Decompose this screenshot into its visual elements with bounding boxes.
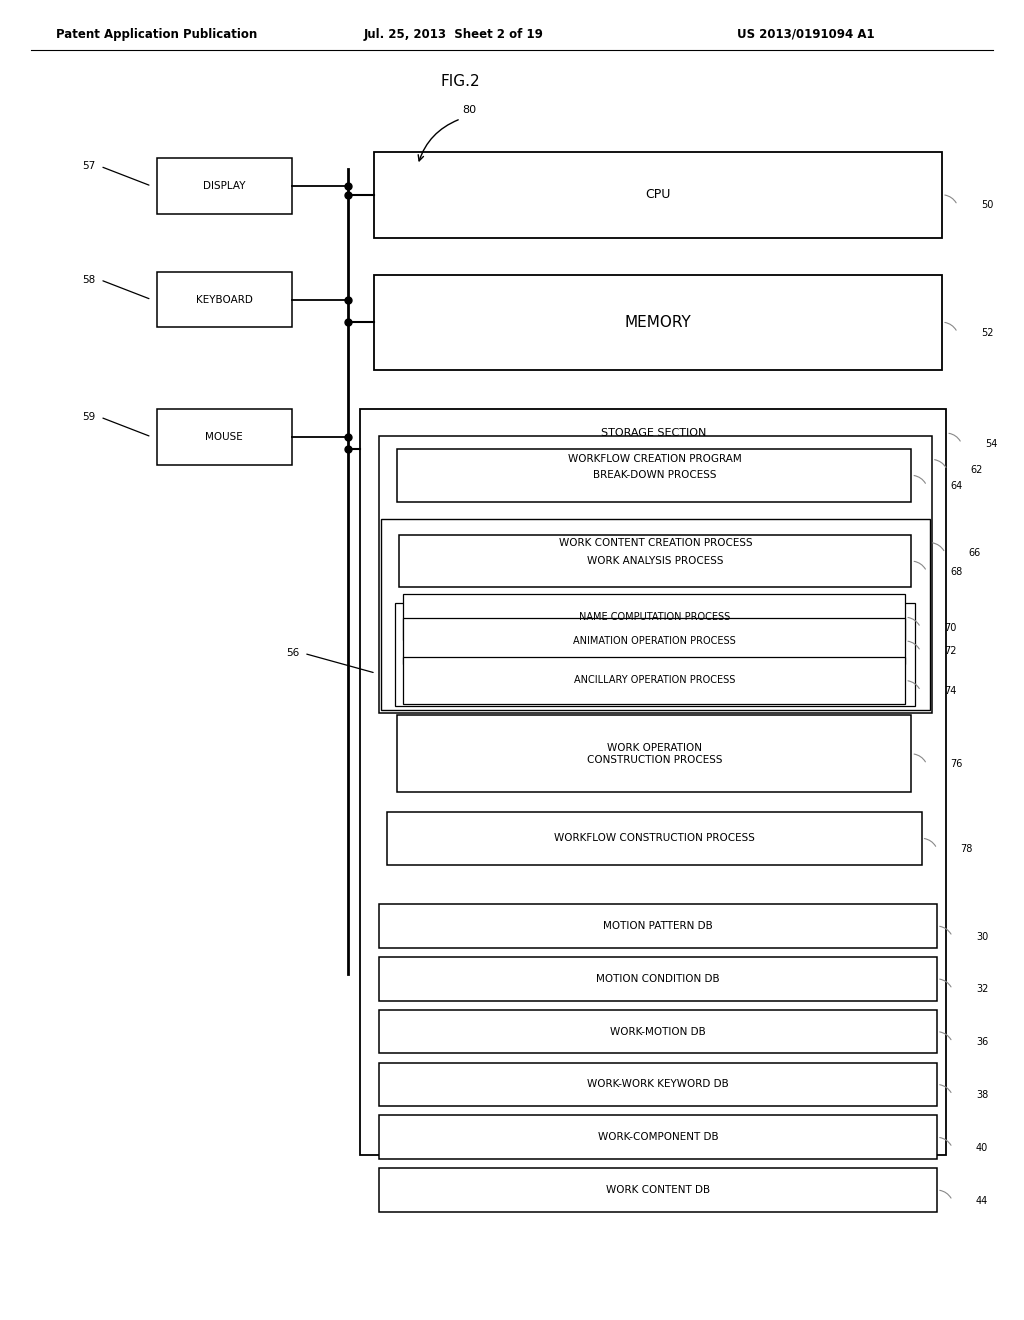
Bar — [157, 409, 292, 465]
Text: WORK CONTENT DB: WORK CONTENT DB — [606, 1185, 710, 1195]
Text: WORK CONTENT CREATION PROCESS: WORK CONTENT CREATION PROCESS — [558, 537, 753, 548]
Text: 66: 66 — [969, 548, 981, 558]
Text: MOTION PATTERN DB: MOTION PATTERN DB — [603, 921, 713, 931]
Text: KEYBOARD: KEYBOARD — [196, 294, 253, 305]
Text: 80: 80 — [462, 104, 476, 115]
Text: MOTION CONDITION DB: MOTION CONDITION DB — [596, 974, 720, 983]
Text: WORK-MOTION DB: WORK-MOTION DB — [610, 1027, 706, 1036]
Text: 50: 50 — [981, 201, 993, 210]
Text: 44: 44 — [976, 1196, 988, 1205]
Text: 59: 59 — [82, 412, 95, 422]
Text: 57: 57 — [82, 161, 95, 172]
Text: STORAGE SECTION: STORAGE SECTION — [601, 428, 706, 438]
Text: ANIMATION OPERATION PROCESS: ANIMATION OPERATION PROCESS — [573, 636, 735, 645]
Text: 68: 68 — [950, 566, 963, 577]
Bar — [379, 1115, 937, 1159]
Text: ANCILLARY OPERATION PROCESS: ANCILLARY OPERATION PROCESS — [573, 676, 735, 685]
Text: 38: 38 — [976, 1090, 988, 1100]
Text: 76: 76 — [950, 759, 963, 770]
Text: Patent Application Publication: Patent Application Publication — [56, 28, 258, 41]
Bar — [379, 1063, 937, 1106]
Text: 30: 30 — [976, 932, 988, 941]
Bar — [397, 715, 911, 792]
Bar — [379, 1010, 937, 1053]
Bar — [403, 618, 905, 664]
Text: 62: 62 — [971, 465, 983, 475]
Text: MOUSE: MOUSE — [206, 432, 243, 442]
Bar — [379, 436, 932, 713]
Bar — [379, 957, 937, 1001]
Bar — [379, 1168, 937, 1212]
Bar — [360, 409, 946, 1155]
Text: FIG.2: FIG.2 — [441, 74, 480, 90]
Text: 74: 74 — [944, 686, 956, 696]
Text: NAME COMPUTATION PROCESS: NAME COMPUTATION PROCESS — [579, 612, 730, 622]
Bar — [387, 812, 922, 865]
Bar — [374, 152, 942, 238]
Text: 70: 70 — [944, 623, 956, 632]
Text: 52: 52 — [981, 327, 993, 338]
Text: 58: 58 — [82, 275, 95, 285]
Text: 64: 64 — [950, 480, 963, 491]
Bar — [403, 594, 905, 640]
Text: WORK-COMPONENT DB: WORK-COMPONENT DB — [598, 1133, 718, 1142]
Bar — [395, 603, 915, 706]
Text: WORKFLOW CREATION PROGRAM: WORKFLOW CREATION PROGRAM — [568, 454, 742, 465]
Text: WORK ANALYSIS PROCESS: WORK ANALYSIS PROCESS — [587, 556, 724, 566]
Text: BREAK-DOWN PROCESS: BREAK-DOWN PROCESS — [593, 470, 716, 480]
Text: WORKFLOW CONSTRUCTION PROCESS: WORKFLOW CONSTRUCTION PROCESS — [554, 833, 755, 843]
Text: US 2013/0191094 A1: US 2013/0191094 A1 — [737, 28, 874, 41]
Text: 32: 32 — [976, 985, 988, 994]
Text: DISPLAY: DISPLAY — [203, 181, 246, 191]
Text: 78: 78 — [961, 843, 973, 854]
Bar — [157, 158, 292, 214]
Text: CPU: CPU — [645, 189, 671, 201]
Bar — [381, 519, 930, 710]
Bar — [403, 657, 905, 704]
Bar — [397, 449, 911, 502]
Text: 56: 56 — [286, 648, 299, 659]
Text: WORK OPERATION
CONSTRUCTION PROCESS: WORK OPERATION CONSTRUCTION PROCESS — [587, 743, 722, 764]
Bar — [374, 275, 942, 370]
Text: Jul. 25, 2013  Sheet 2 of 19: Jul. 25, 2013 Sheet 2 of 19 — [364, 28, 544, 41]
Text: 40: 40 — [976, 1143, 988, 1152]
Text: WORK-WORK KEYWORD DB: WORK-WORK KEYWORD DB — [587, 1080, 729, 1089]
Text: MEMORY: MEMORY — [625, 314, 691, 330]
Text: 36: 36 — [976, 1038, 988, 1047]
Bar — [379, 904, 937, 948]
Text: 72: 72 — [944, 647, 956, 656]
Bar — [399, 535, 911, 587]
Bar — [157, 272, 292, 327]
Text: 54: 54 — [985, 438, 997, 449]
